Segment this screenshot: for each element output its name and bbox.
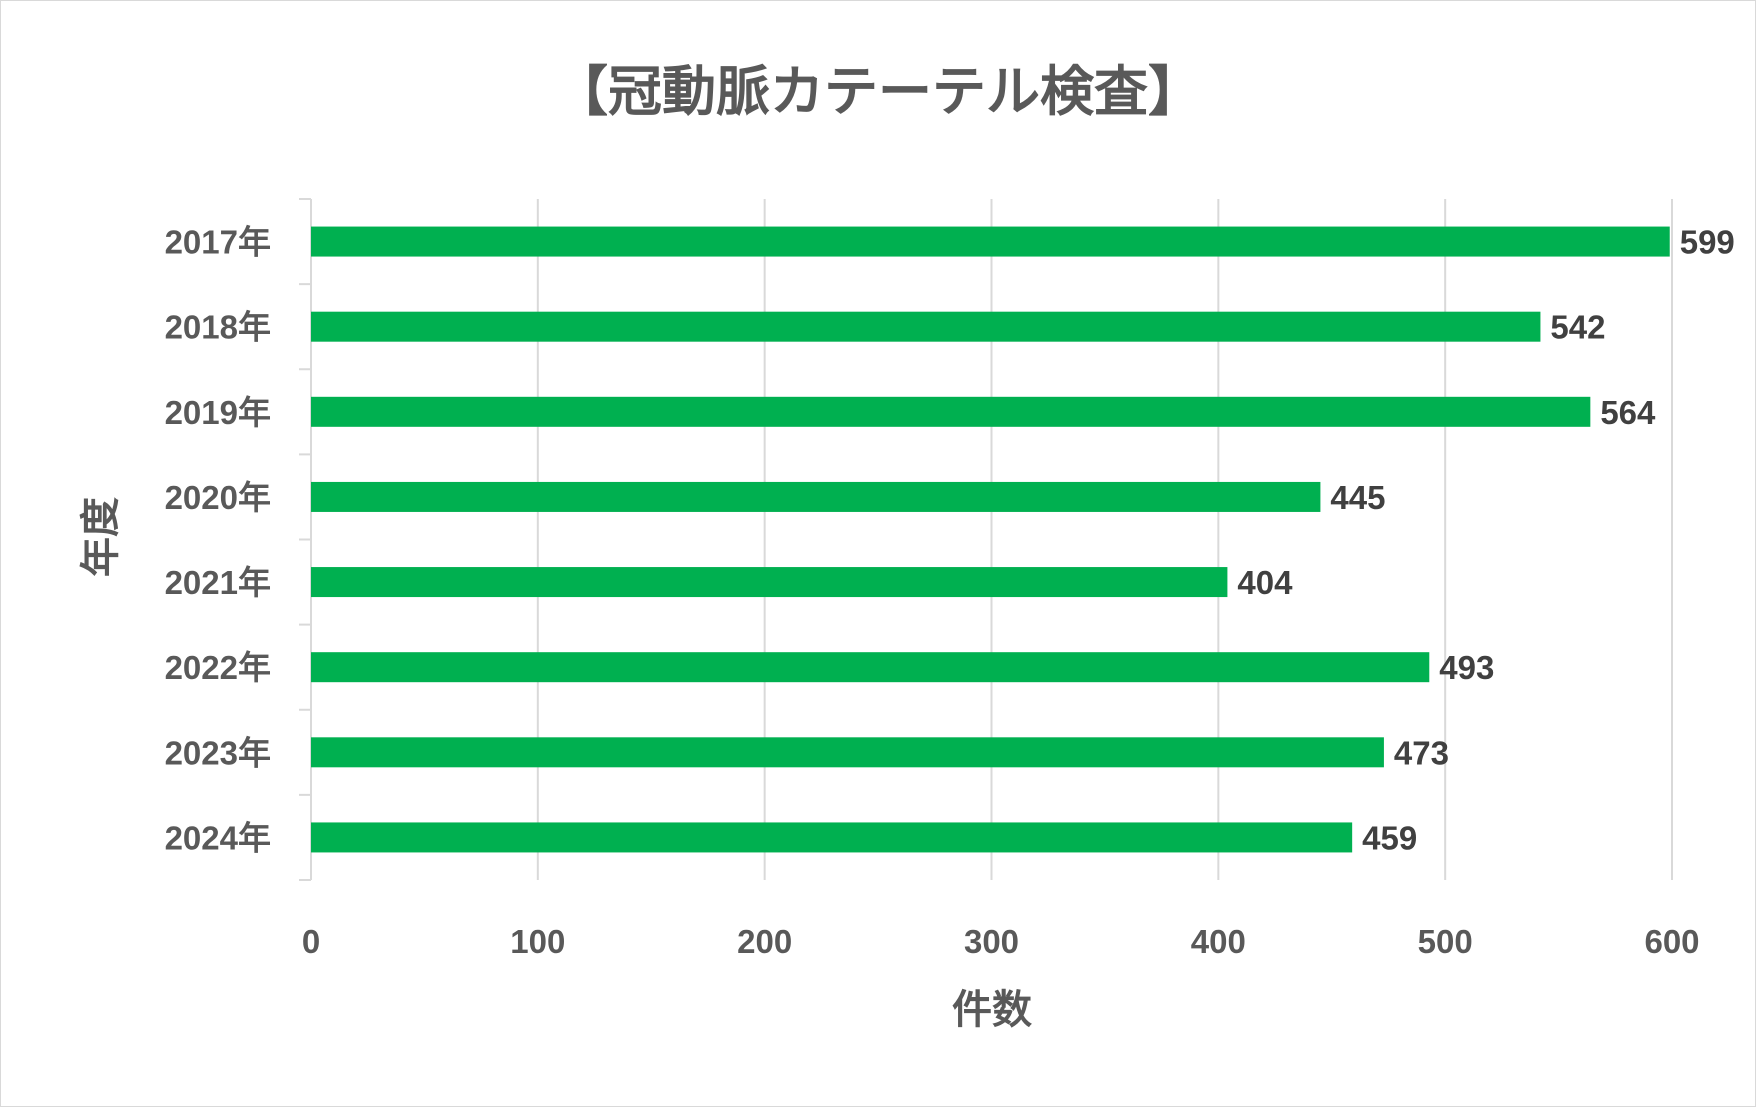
bars bbox=[311, 226, 1670, 853]
gridlines bbox=[536, 199, 1673, 880]
bar-2020年 bbox=[311, 481, 1321, 512]
y-tick-label-2022年: 2022年 bbox=[165, 649, 271, 686]
y-tick-label-2020年: 2020年 bbox=[165, 479, 271, 516]
bar-2017年 bbox=[311, 226, 1670, 257]
data-label-2024年: 459 bbox=[1362, 819, 1417, 856]
data-label-2022年: 493 bbox=[1439, 649, 1494, 686]
data-label-2017年: 599 bbox=[1680, 224, 1735, 261]
y-tick-label-2023年: 2023年 bbox=[165, 734, 271, 771]
x-tick-label-300: 300 bbox=[964, 923, 1019, 960]
x-tick-label-600: 600 bbox=[1644, 923, 1699, 960]
data-label-2019年: 564 bbox=[1600, 394, 1656, 431]
bar-2018年 bbox=[311, 311, 1541, 342]
chart-title: 【冠動脈カテーテル検査】 bbox=[554, 60, 1202, 123]
y-axis bbox=[299, 198, 312, 881]
data-labels: 599 542 564 445 404 493 473 459 bbox=[1237, 224, 1734, 857]
x-tick-label-200: 200 bbox=[737, 923, 792, 960]
data-label-2021年: 404 bbox=[1237, 564, 1293, 601]
bar-2022年 bbox=[311, 652, 1430, 683]
bar-2023年 bbox=[311, 737, 1384, 768]
y-tick-label-2018年: 2018年 bbox=[165, 309, 271, 346]
bar-2019年 bbox=[311, 396, 1591, 427]
bar-2021年 bbox=[311, 567, 1228, 598]
x-tick-label-400: 400 bbox=[1191, 923, 1246, 960]
x-tick-labels: 0 100 200 300 400 500 600 bbox=[302, 923, 1700, 960]
x-axis-title: 件数 bbox=[952, 987, 1032, 1033]
y-axis-title: 年度 bbox=[78, 497, 124, 577]
y-tick-label-2021年: 2021年 bbox=[165, 564, 271, 601]
x-tick-label-500: 500 bbox=[1418, 923, 1473, 960]
data-label-2020年: 445 bbox=[1330, 479, 1385, 516]
y-tick-label-2024年: 2024年 bbox=[165, 819, 271, 856]
data-label-2023年: 473 bbox=[1394, 734, 1449, 771]
y-tick-label-2017年: 2017年 bbox=[165, 224, 271, 261]
y-tick-labels: 2017年 2018年 2019年 2020年 2021年 2022年 2023年 2024年 bbox=[165, 224, 271, 857]
data-label-2018年: 542 bbox=[1550, 309, 1605, 346]
x-tick-label-0: 0 bbox=[302, 923, 320, 960]
y-tick-label-2019年: 2019年 bbox=[165, 394, 271, 431]
bar-2024年 bbox=[311, 822, 1353, 853]
x-tick-label-100: 100 bbox=[510, 923, 565, 960]
